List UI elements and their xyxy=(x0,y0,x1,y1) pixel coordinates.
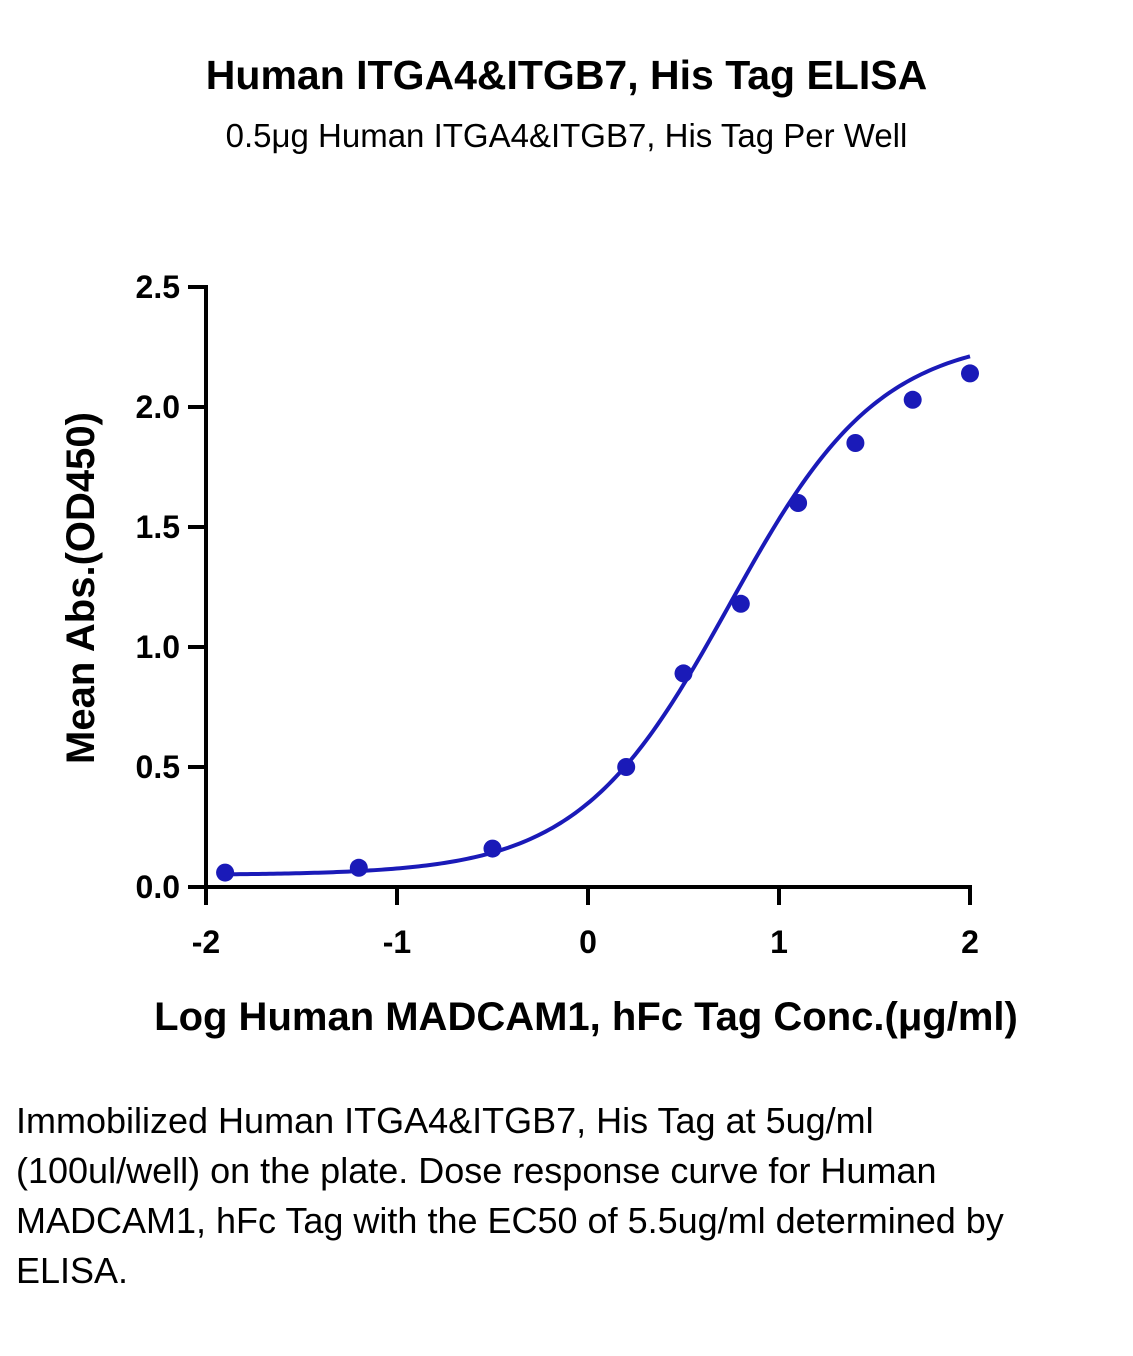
ticks: 0.0 0.5 1.0 1.5 2.0 2.5 -2 -1 0 1 2 xyxy=(136,269,979,960)
chart-canvas: 0.0 0.5 1.0 1.5 2.0 2.5 -2 -1 0 1 2 Log Human MADC… xyxy=(59,269,1018,1039)
data-point xyxy=(216,863,235,882)
y-tick-label: 1.5 xyxy=(136,509,180,545)
y-tick-label: 2.0 xyxy=(136,389,180,425)
y-tick-label: 1.0 xyxy=(136,629,180,665)
data-point xyxy=(349,858,368,877)
x-tick-label: -2 xyxy=(192,924,220,960)
data-point xyxy=(961,364,979,383)
data-point xyxy=(674,664,693,683)
y-axis-title: Mean Abs.(OD450) xyxy=(59,412,103,764)
x-tick-label: -1 xyxy=(383,924,411,960)
fit-curve xyxy=(225,354,971,877)
figure-caption: Immobilized Human ITGA4&ITGB7, His Tag a… xyxy=(16,1100,1004,1291)
data-point xyxy=(731,594,750,613)
data-point xyxy=(903,390,922,409)
y-tick-label: 2.5 xyxy=(136,269,180,305)
data-point xyxy=(789,494,808,512)
x-tick-label: 1 xyxy=(770,924,788,960)
axes xyxy=(204,285,972,889)
x-axis-title: Log Human MADCAM1, hFc Tag Conc.(μg/ml) xyxy=(154,995,1018,1039)
data-points-layer xyxy=(216,364,979,882)
data-point xyxy=(846,434,865,452)
x-tick-label: 2 xyxy=(961,924,979,960)
data-point xyxy=(483,839,502,858)
chart-title: Human ITGA4&ITGB7, His Tag ELISA xyxy=(205,52,928,98)
fit-curve-layer xyxy=(225,354,971,877)
x-tick-label: 0 xyxy=(579,924,597,960)
chart-subtitle: 0.5μg Human ITGA4&ITGB7, His Tag Per Wel… xyxy=(225,117,908,154)
y-tick-label: 0.5 xyxy=(136,749,180,785)
data-point xyxy=(617,758,636,776)
y-tick-label: 0.0 xyxy=(136,869,180,905)
